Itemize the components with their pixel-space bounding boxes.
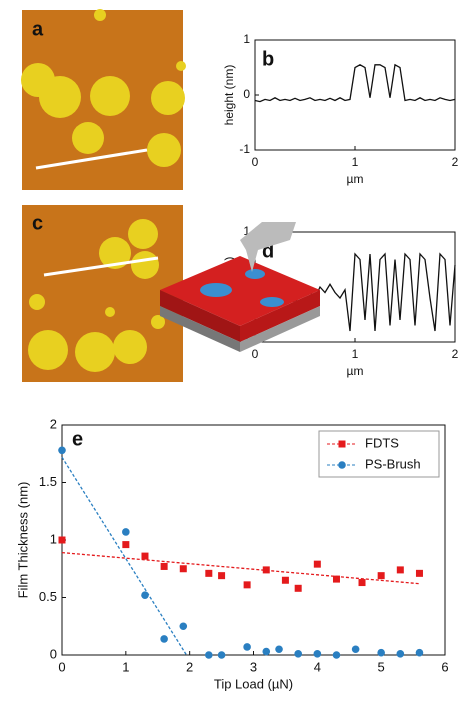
point bbox=[358, 579, 366, 587]
point bbox=[122, 528, 130, 536]
point bbox=[141, 552, 149, 560]
y-tick-label: 1 bbox=[243, 32, 250, 46]
x-tick-label: 3 bbox=[250, 659, 257, 674]
x-tick-label: 1 bbox=[122, 659, 129, 674]
legend-label: PS-Brush bbox=[365, 456, 421, 471]
point bbox=[218, 572, 226, 580]
point bbox=[243, 643, 251, 651]
panel-label: c bbox=[32, 212, 43, 234]
point bbox=[160, 635, 168, 643]
point bbox=[275, 645, 283, 654]
point bbox=[179, 622, 188, 631]
point bbox=[217, 651, 226, 659]
point bbox=[205, 651, 213, 659]
point bbox=[332, 651, 341, 659]
y-tick-label: 0 bbox=[243, 87, 250, 101]
point bbox=[262, 566, 270, 574]
legend-marker bbox=[338, 461, 346, 469]
panel-label: b bbox=[262, 48, 274, 70]
legend-box bbox=[318, 430, 440, 478]
y-tick-label: 0.5 bbox=[39, 589, 57, 604]
x-tick-label: 2 bbox=[452, 347, 459, 361]
y-tick-label: 1.5 bbox=[39, 474, 57, 489]
fit-line bbox=[61, 456, 188, 656]
point bbox=[396, 566, 404, 574]
point bbox=[58, 446, 66, 455]
legend-label: FDTS bbox=[365, 435, 399, 450]
afm-image-a: a bbox=[21, 9, 186, 190]
point bbox=[415, 569, 423, 577]
point bbox=[351, 645, 360, 654]
point bbox=[377, 648, 385, 657]
point bbox=[377, 572, 385, 580]
point bbox=[313, 560, 321, 568]
y-tick-label: 1 bbox=[243, 224, 250, 238]
y-tick-label: 2 bbox=[50, 416, 57, 431]
point bbox=[294, 650, 302, 658]
x-tick-label: 4 bbox=[314, 659, 321, 674]
point bbox=[396, 650, 405, 658]
x-tick-label: 5 bbox=[378, 659, 385, 674]
panel-label: a bbox=[32, 18, 44, 40]
schematic-inset bbox=[160, 222, 320, 352]
point bbox=[332, 575, 340, 583]
point bbox=[122, 541, 130, 549]
point bbox=[58, 536, 66, 544]
point bbox=[160, 562, 168, 570]
point bbox=[415, 648, 424, 657]
x-tick-label: 2 bbox=[186, 659, 193, 674]
height-profile bbox=[254, 63, 456, 103]
point bbox=[205, 569, 213, 577]
point bbox=[179, 565, 187, 573]
x-tick-label: 2 bbox=[452, 155, 459, 169]
y-tick-label: -1 bbox=[239, 142, 250, 156]
x-tick-label: 0 bbox=[252, 347, 259, 361]
y-axis-label: Film Thickness (nm) bbox=[15, 482, 30, 599]
x-axis-label: µm bbox=[347, 364, 364, 378]
x-tick-label: 0 bbox=[58, 659, 65, 674]
point bbox=[141, 591, 149, 599]
y-tick-label: 0 bbox=[50, 646, 57, 661]
x-tick-label: 1 bbox=[352, 347, 359, 361]
y-axis-label: height (nm) bbox=[222, 65, 236, 126]
plot-frame bbox=[254, 39, 456, 151]
point bbox=[243, 581, 251, 589]
legend-marker bbox=[338, 440, 346, 448]
x-tick-label: 6 bbox=[441, 659, 448, 674]
x-axis-label: Tip Load (µN) bbox=[214, 676, 293, 691]
panel-label: e bbox=[72, 428, 83, 450]
x-axis-label: µm bbox=[347, 172, 364, 186]
point bbox=[262, 647, 271, 656]
x-tick-label: 0 bbox=[252, 155, 259, 169]
point bbox=[281, 576, 289, 584]
fit-line bbox=[61, 551, 420, 585]
x-tick-label: 1 bbox=[352, 155, 359, 169]
y-tick-label: 1 bbox=[50, 531, 57, 546]
afm-image-c: c bbox=[22, 205, 183, 382]
point bbox=[313, 650, 322, 658]
point bbox=[294, 584, 302, 592]
